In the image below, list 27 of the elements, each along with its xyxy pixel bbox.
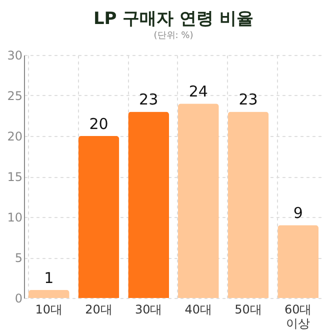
y-tick-label: 5 [14,251,22,265]
y-tick-label: 20 [7,130,22,144]
x-tick-label: 60대 이상 [284,302,312,330]
data-label: 23 [238,90,258,109]
x-tick-label: 50대 [234,302,262,316]
data-label: 9 [293,204,303,222]
chart-title: LP 구매자 연령 비율 [93,9,254,29]
y-tick-label: 10 [7,210,22,224]
y-tick-label: 0 [14,292,22,306]
y-tick-label: 15 [7,170,22,184]
x-tick-label: 10대 [35,302,63,316]
data-label: 24 [188,82,208,101]
y-tick-label: 25 [7,89,22,103]
x-tick-label: 40대 [184,302,212,316]
bar [228,112,269,298]
data-label: 1 [44,268,54,287]
chart-subtitle: (단위: %) [154,31,194,41]
data-label: 20 [89,115,108,133]
bar [278,225,319,298]
bar [178,104,219,298]
bar [28,290,70,298]
y-tick-label: 30 [7,48,22,62]
data-label: 23 [139,90,158,109]
x-tick-label: 30대 [134,302,162,316]
x-tick-label: 20대 [85,302,112,316]
bar [78,136,120,298]
bar [128,112,170,298]
